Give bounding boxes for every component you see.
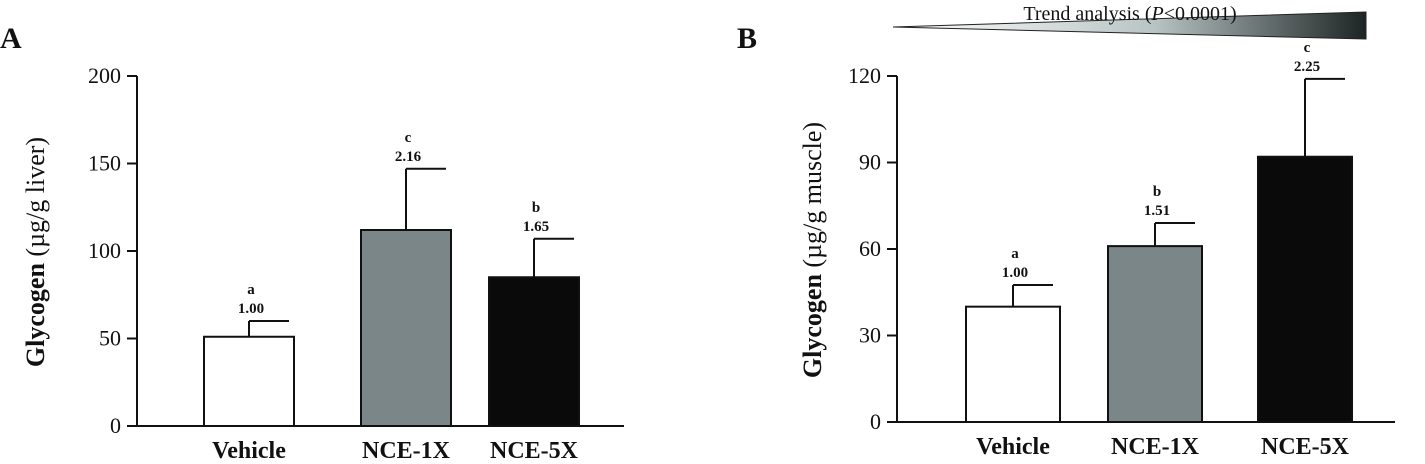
- y-tick-label-b: 60: [859, 236, 881, 261]
- sig-letter-a-2: c: [405, 130, 412, 146]
- y-tick-label-b: 30: [859, 323, 881, 348]
- bar-b-2: [1107, 245, 1203, 423]
- ratio-label-b-2: 1.51: [1144, 203, 1170, 219]
- bar-b-3: [1257, 155, 1353, 423]
- y-tick-label-b: 120: [848, 63, 881, 88]
- y-tick-label-a: 50: [99, 326, 121, 351]
- trend-label: Trend analysis (P<0.0001): [1023, 3, 1236, 25]
- sig-letter-a-3: b: [532, 200, 540, 216]
- bar-b-1: [965, 305, 1061, 423]
- sig-letter-a-1: a: [247, 282, 255, 298]
- ratio-label-b-1: 1.00: [1002, 265, 1028, 281]
- ratio-label-a-2: 2.16: [395, 149, 422, 165]
- trend-wedge: [892, 11, 1367, 40]
- ratio-label-a-1: 1.00: [238, 301, 264, 317]
- y-tick-label-a: 200: [88, 63, 121, 88]
- category-label-b-1: Vehicle: [976, 434, 1050, 460]
- ratio-label-a-3: 1.65: [523, 219, 549, 235]
- panel-label-b: B: [737, 22, 757, 55]
- y-tick-label-a: 150: [88, 151, 121, 176]
- bar-a-1: [203, 335, 295, 427]
- y-tick-label-a: 0: [110, 413, 121, 438]
- y-tick-label-b: 0: [870, 409, 881, 434]
- panel-a: A Glycogen (µg/g liver) 0 50 100 150 200 1.00…: [0, 22, 624, 464]
- ratio-label-b-3: 2.25: [1294, 59, 1320, 75]
- category-label-a-2: NCE-1X: [362, 438, 451, 464]
- y-tick-label-a: 100: [88, 238, 121, 263]
- bar-a-2: [360, 229, 452, 427]
- panel-b: B Glycogen (µg/g muscle) Trend analysis …: [737, 3, 1395, 460]
- y-tick-label-b: 90: [859, 150, 881, 175]
- sig-letter-b-1: a: [1011, 246, 1019, 262]
- category-label-b-3: NCE-5X: [1261, 434, 1350, 460]
- sig-letter-b-2: b: [1153, 184, 1161, 200]
- category-label-a-3: NCE-5X: [490, 438, 579, 464]
- category-label-b-2: NCE-1X: [1111, 434, 1200, 460]
- panel-label-a: A: [0, 22, 22, 55]
- category-label-a-1: Vehicle: [212, 438, 286, 464]
- y-axis-title-a: Glycogen (µg/g liver): [21, 137, 50, 367]
- y-axis-title-b: Glycogen (µg/g muscle): [798, 122, 827, 378]
- sig-letter-b-3: c: [1304, 40, 1311, 56]
- bar-a-3: [488, 276, 580, 427]
